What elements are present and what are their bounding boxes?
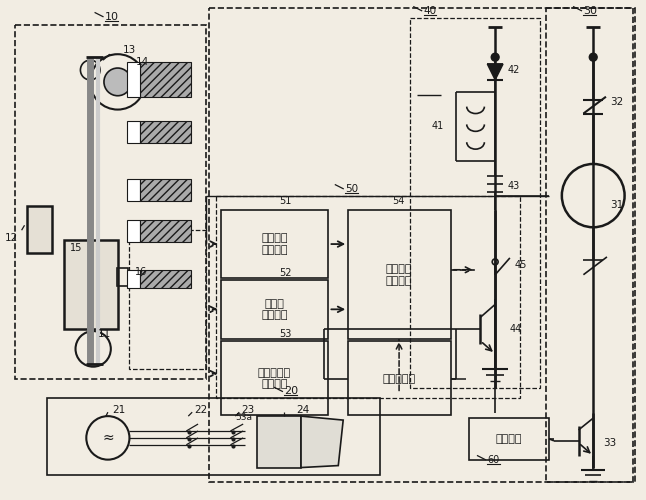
Bar <box>28 206 52 253</box>
Text: 门敞开
检测单元: 门敞开 检测单元 <box>262 298 288 320</box>
Bar <box>209 8 634 482</box>
Text: 11: 11 <box>98 329 111 339</box>
Text: 53: 53 <box>280 329 292 339</box>
Text: 53a: 53a <box>235 413 253 422</box>
Text: 14: 14 <box>135 57 149 67</box>
Bar <box>129 230 206 368</box>
Polygon shape <box>487 64 503 80</box>
Bar <box>127 220 140 242</box>
Bar <box>140 220 191 242</box>
Bar <box>140 179 191 201</box>
Bar <box>140 62 191 96</box>
Bar <box>469 418 549 460</box>
Text: 16: 16 <box>135 267 147 277</box>
Bar <box>348 341 451 415</box>
Text: 15: 15 <box>70 243 83 253</box>
Text: 41: 41 <box>432 122 444 132</box>
Text: 50: 50 <box>345 184 359 194</box>
Circle shape <box>589 53 597 61</box>
Bar <box>221 341 328 415</box>
Text: 60: 60 <box>487 454 499 464</box>
Text: 32: 32 <box>610 96 623 106</box>
Bar <box>15 24 206 378</box>
Bar <box>221 210 328 278</box>
Bar <box>64 240 118 329</box>
Text: 42: 42 <box>508 65 520 75</box>
Bar <box>140 270 191 287</box>
Text: 控制单元: 控制单元 <box>495 434 522 444</box>
Text: 24: 24 <box>296 405 309 415</box>
Bar <box>348 210 451 339</box>
Bar <box>221 280 328 339</box>
Text: 接点信号
检测单元: 接点信号 检测单元 <box>262 234 288 255</box>
Text: 44: 44 <box>510 324 522 334</box>
Text: 故障检测部: 故障检测部 <box>382 374 415 384</box>
Text: 45: 45 <box>515 260 527 270</box>
Text: 21: 21 <box>112 405 125 415</box>
Polygon shape <box>301 416 343 468</box>
Text: 12: 12 <box>5 233 17 243</box>
Bar <box>410 18 540 388</box>
Text: 制动电源
切断单元: 制动电源 切断单元 <box>386 264 412 285</box>
Text: 33: 33 <box>603 438 616 448</box>
Text: ≈: ≈ <box>102 431 114 445</box>
Text: 43: 43 <box>508 180 520 190</box>
Text: 20: 20 <box>284 386 298 396</box>
Text: 31: 31 <box>610 200 623 210</box>
Bar <box>546 8 636 482</box>
Bar <box>127 179 140 201</box>
Bar <box>117 268 129 285</box>
Text: 制动力控制
处理单元: 制动力控制 处理单元 <box>258 368 291 390</box>
Text: 10: 10 <box>105 12 119 22</box>
Text: 23: 23 <box>241 405 255 415</box>
Bar <box>127 270 140 287</box>
Text: 13: 13 <box>123 45 136 55</box>
Bar <box>127 122 140 143</box>
Circle shape <box>104 68 131 96</box>
Bar <box>47 398 380 475</box>
Bar <box>127 62 140 96</box>
Text: 52: 52 <box>280 268 292 278</box>
Bar <box>257 416 301 468</box>
Bar <box>140 122 191 143</box>
Circle shape <box>491 53 499 61</box>
Bar <box>216 196 519 398</box>
Text: 54: 54 <box>392 196 404 206</box>
Text: 30: 30 <box>583 6 598 16</box>
Text: 51: 51 <box>280 196 292 206</box>
Text: 40: 40 <box>424 6 437 16</box>
Text: 22: 22 <box>194 405 207 415</box>
